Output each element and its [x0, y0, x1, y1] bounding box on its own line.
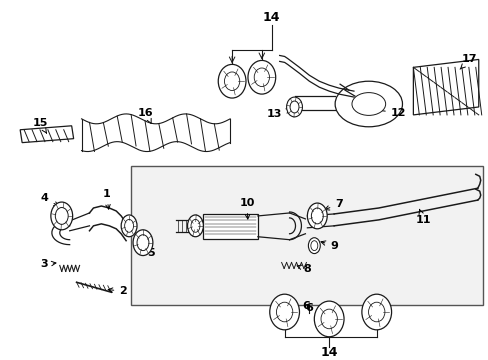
Ellipse shape: [137, 235, 149, 251]
Ellipse shape: [254, 68, 269, 86]
Ellipse shape: [133, 230, 153, 256]
Text: 13: 13: [266, 109, 290, 119]
Text: 10: 10: [239, 198, 254, 219]
Ellipse shape: [307, 203, 326, 229]
Text: 16: 16: [138, 108, 153, 123]
Text: 7: 7: [324, 199, 342, 210]
Ellipse shape: [191, 219, 200, 232]
Text: 4: 4: [41, 193, 58, 206]
Text: 9: 9: [320, 240, 337, 251]
Text: 14: 14: [320, 346, 337, 359]
Ellipse shape: [314, 301, 344, 337]
Polygon shape: [412, 59, 478, 115]
Text: 15: 15: [32, 118, 47, 133]
Ellipse shape: [368, 302, 384, 322]
Ellipse shape: [276, 302, 292, 322]
Ellipse shape: [361, 294, 391, 330]
Ellipse shape: [286, 97, 302, 117]
Ellipse shape: [320, 309, 337, 329]
Text: 14: 14: [263, 11, 280, 24]
Ellipse shape: [51, 202, 73, 230]
Text: 5: 5: [144, 238, 154, 257]
Text: 2: 2: [108, 286, 127, 296]
Ellipse shape: [351, 93, 385, 116]
FancyBboxPatch shape: [131, 166, 482, 305]
Ellipse shape: [308, 238, 320, 253]
Ellipse shape: [121, 215, 137, 237]
Ellipse shape: [311, 208, 323, 224]
Polygon shape: [20, 126, 74, 143]
Text: 1: 1: [102, 189, 110, 209]
Ellipse shape: [289, 101, 298, 113]
Ellipse shape: [55, 207, 68, 224]
Text: 3: 3: [40, 260, 56, 270]
Text: 12: 12: [372, 108, 406, 118]
Text: 6: 6: [305, 303, 313, 313]
Ellipse shape: [224, 72, 239, 90]
Ellipse shape: [269, 294, 299, 330]
Ellipse shape: [187, 215, 203, 237]
Ellipse shape: [334, 81, 402, 127]
Ellipse shape: [124, 219, 133, 232]
Text: 6: 6: [302, 301, 310, 311]
FancyBboxPatch shape: [203, 214, 257, 239]
Text: 11: 11: [415, 209, 430, 225]
Text: 17: 17: [459, 54, 477, 69]
Ellipse shape: [218, 64, 245, 98]
Text: 8: 8: [297, 264, 311, 274]
Ellipse shape: [247, 60, 275, 94]
Ellipse shape: [310, 241, 317, 251]
